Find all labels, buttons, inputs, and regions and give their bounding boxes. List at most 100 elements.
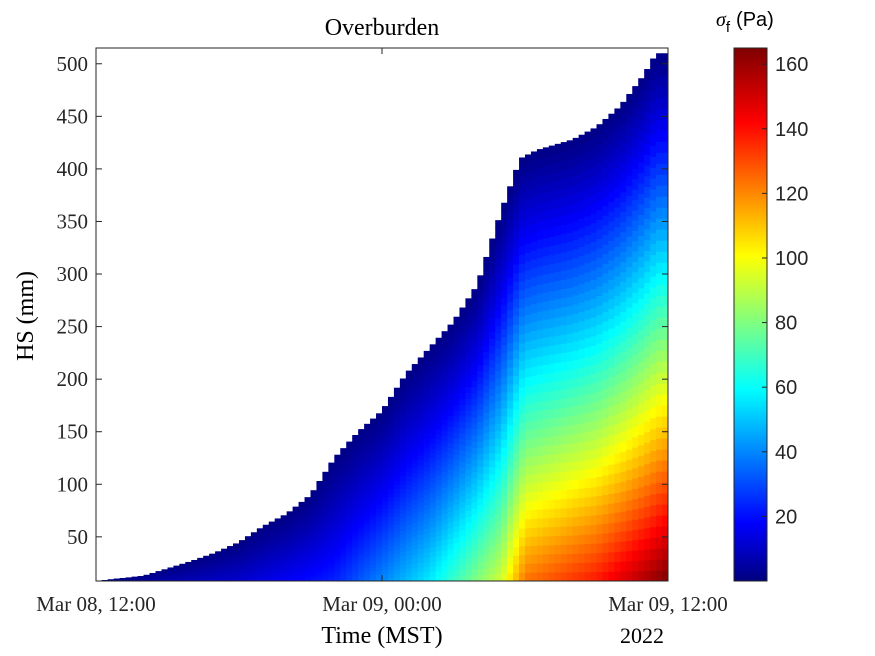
heatmap-cell [578, 181, 586, 192]
heatmap-cell [268, 540, 276, 542]
heatmap-cell [393, 496, 401, 502]
heatmap-cell [656, 471, 663, 483]
heatmap-cell [364, 466, 371, 471]
heatmap-cell [346, 470, 353, 475]
heatmap-cell [387, 511, 395, 517]
y-tick-label: 500 [57, 52, 89, 76]
heatmap-cell [399, 576, 407, 581]
heatmap-cell [608, 279, 615, 290]
heatmap-cell [382, 533, 389, 538]
heatmap-cell [227, 571, 234, 573]
heatmap-cell [656, 339, 663, 351]
heatmap-cell [501, 486, 508, 495]
heatmap-cell [268, 526, 276, 529]
heatmap-cell [429, 462, 437, 469]
heatmap-cell [471, 295, 478, 302]
heatmap-cell [536, 302, 544, 312]
heatmap-cell [376, 448, 383, 453]
heatmap-cell [346, 450, 353, 454]
heatmap-cell [405, 550, 413, 556]
heatmap-cell [221, 567, 228, 569]
heatmap-cell [244, 539, 252, 542]
heatmap-cell [411, 377, 419, 383]
heatmap-cell [239, 560, 246, 563]
heatmap-cell [274, 534, 282, 536]
heatmap-cell [542, 174, 550, 185]
heatmap-cell [590, 458, 598, 469]
heatmap-cell [382, 453, 389, 458]
heatmap-cell [435, 510, 443, 516]
heatmap-cell [239, 552, 246, 554]
heatmap-cell [429, 507, 437, 513]
heatmap-cell [405, 423, 413, 429]
heatmap-cell [286, 550, 294, 553]
heatmap-cell [483, 297, 490, 305]
heatmap-cell [352, 538, 359, 543]
heatmap-cell [483, 445, 490, 454]
heatmap-cell [262, 534, 270, 536]
heatmap-cell [530, 366, 538, 376]
heatmap-cell [536, 284, 544, 294]
heatmap-cell [519, 528, 526, 538]
heatmap-cell [227, 572, 234, 575]
heatmap-cell [298, 551, 306, 554]
heatmap-cell [542, 337, 550, 347]
heatmap-cell [358, 539, 365, 544]
heatmap-cell [417, 399, 425, 405]
heatmap-cell [489, 545, 496, 554]
heatmap-cell [614, 147, 621, 159]
heatmap-cell [650, 145, 657, 158]
heatmap-cell [316, 547, 324, 551]
heatmap-cell [602, 552, 610, 563]
heatmap-cell [274, 536, 282, 539]
heatmap-cell [221, 566, 228, 568]
heatmap-cell [447, 420, 455, 427]
heatmap-cell [441, 513, 449, 520]
heatmap-cell [441, 492, 449, 499]
heatmap-cell [483, 472, 490, 481]
heatmap-cell [656, 306, 663, 318]
heatmap-cell [215, 566, 222, 568]
heatmap-cell [429, 457, 437, 464]
heatmap-cell [387, 546, 395, 551]
heatmap-cell [316, 558, 324, 561]
heatmap-cell [572, 442, 580, 453]
heatmap-cell [244, 546, 252, 548]
heatmap-cell [620, 541, 627, 552]
heatmap-cell [370, 564, 377, 569]
heatmap-cell [560, 178, 568, 189]
heatmap-cell [620, 421, 627, 432]
heatmap-cell [590, 194, 598, 205]
heatmap-cell [572, 137, 580, 148]
heatmap-cell [495, 310, 502, 319]
heatmap-cell [364, 492, 371, 497]
colorbar-gradient [734, 48, 767, 581]
heatmap-cell [292, 520, 300, 523]
heatmap-cell [435, 373, 443, 379]
heatmap-cell [560, 297, 568, 308]
heatmap-cell [352, 508, 359, 512]
heatmap-cell [483, 337, 490, 346]
heatmap-cell [590, 524, 598, 535]
heatmap-cell [310, 558, 318, 561]
colorbar-tick-label: 120 [775, 183, 808, 205]
heatmap-cell [417, 539, 425, 545]
heatmap-cell [632, 168, 639, 180]
heatmap-cell [233, 577, 240, 579]
heatmap-cell [519, 395, 526, 406]
heatmap-cell [250, 547, 258, 550]
heatmap-cell [417, 362, 425, 368]
heatmap-cell [513, 366, 520, 377]
heatmap-cell [304, 498, 312, 502]
heatmap-cell [477, 339, 484, 346]
heatmap-cell [662, 86, 668, 98]
heatmap-cell [459, 484, 467, 491]
heatmap-cell [268, 566, 276, 568]
heatmap-cell [459, 421, 467, 428]
heatmap-cell [602, 128, 610, 139]
heatmap-cell [310, 565, 318, 569]
heatmap-cell [542, 246, 550, 257]
heatmap-cell [435, 499, 443, 506]
heatmap-cell [596, 181, 604, 192]
heatmap-cell [322, 476, 329, 480]
